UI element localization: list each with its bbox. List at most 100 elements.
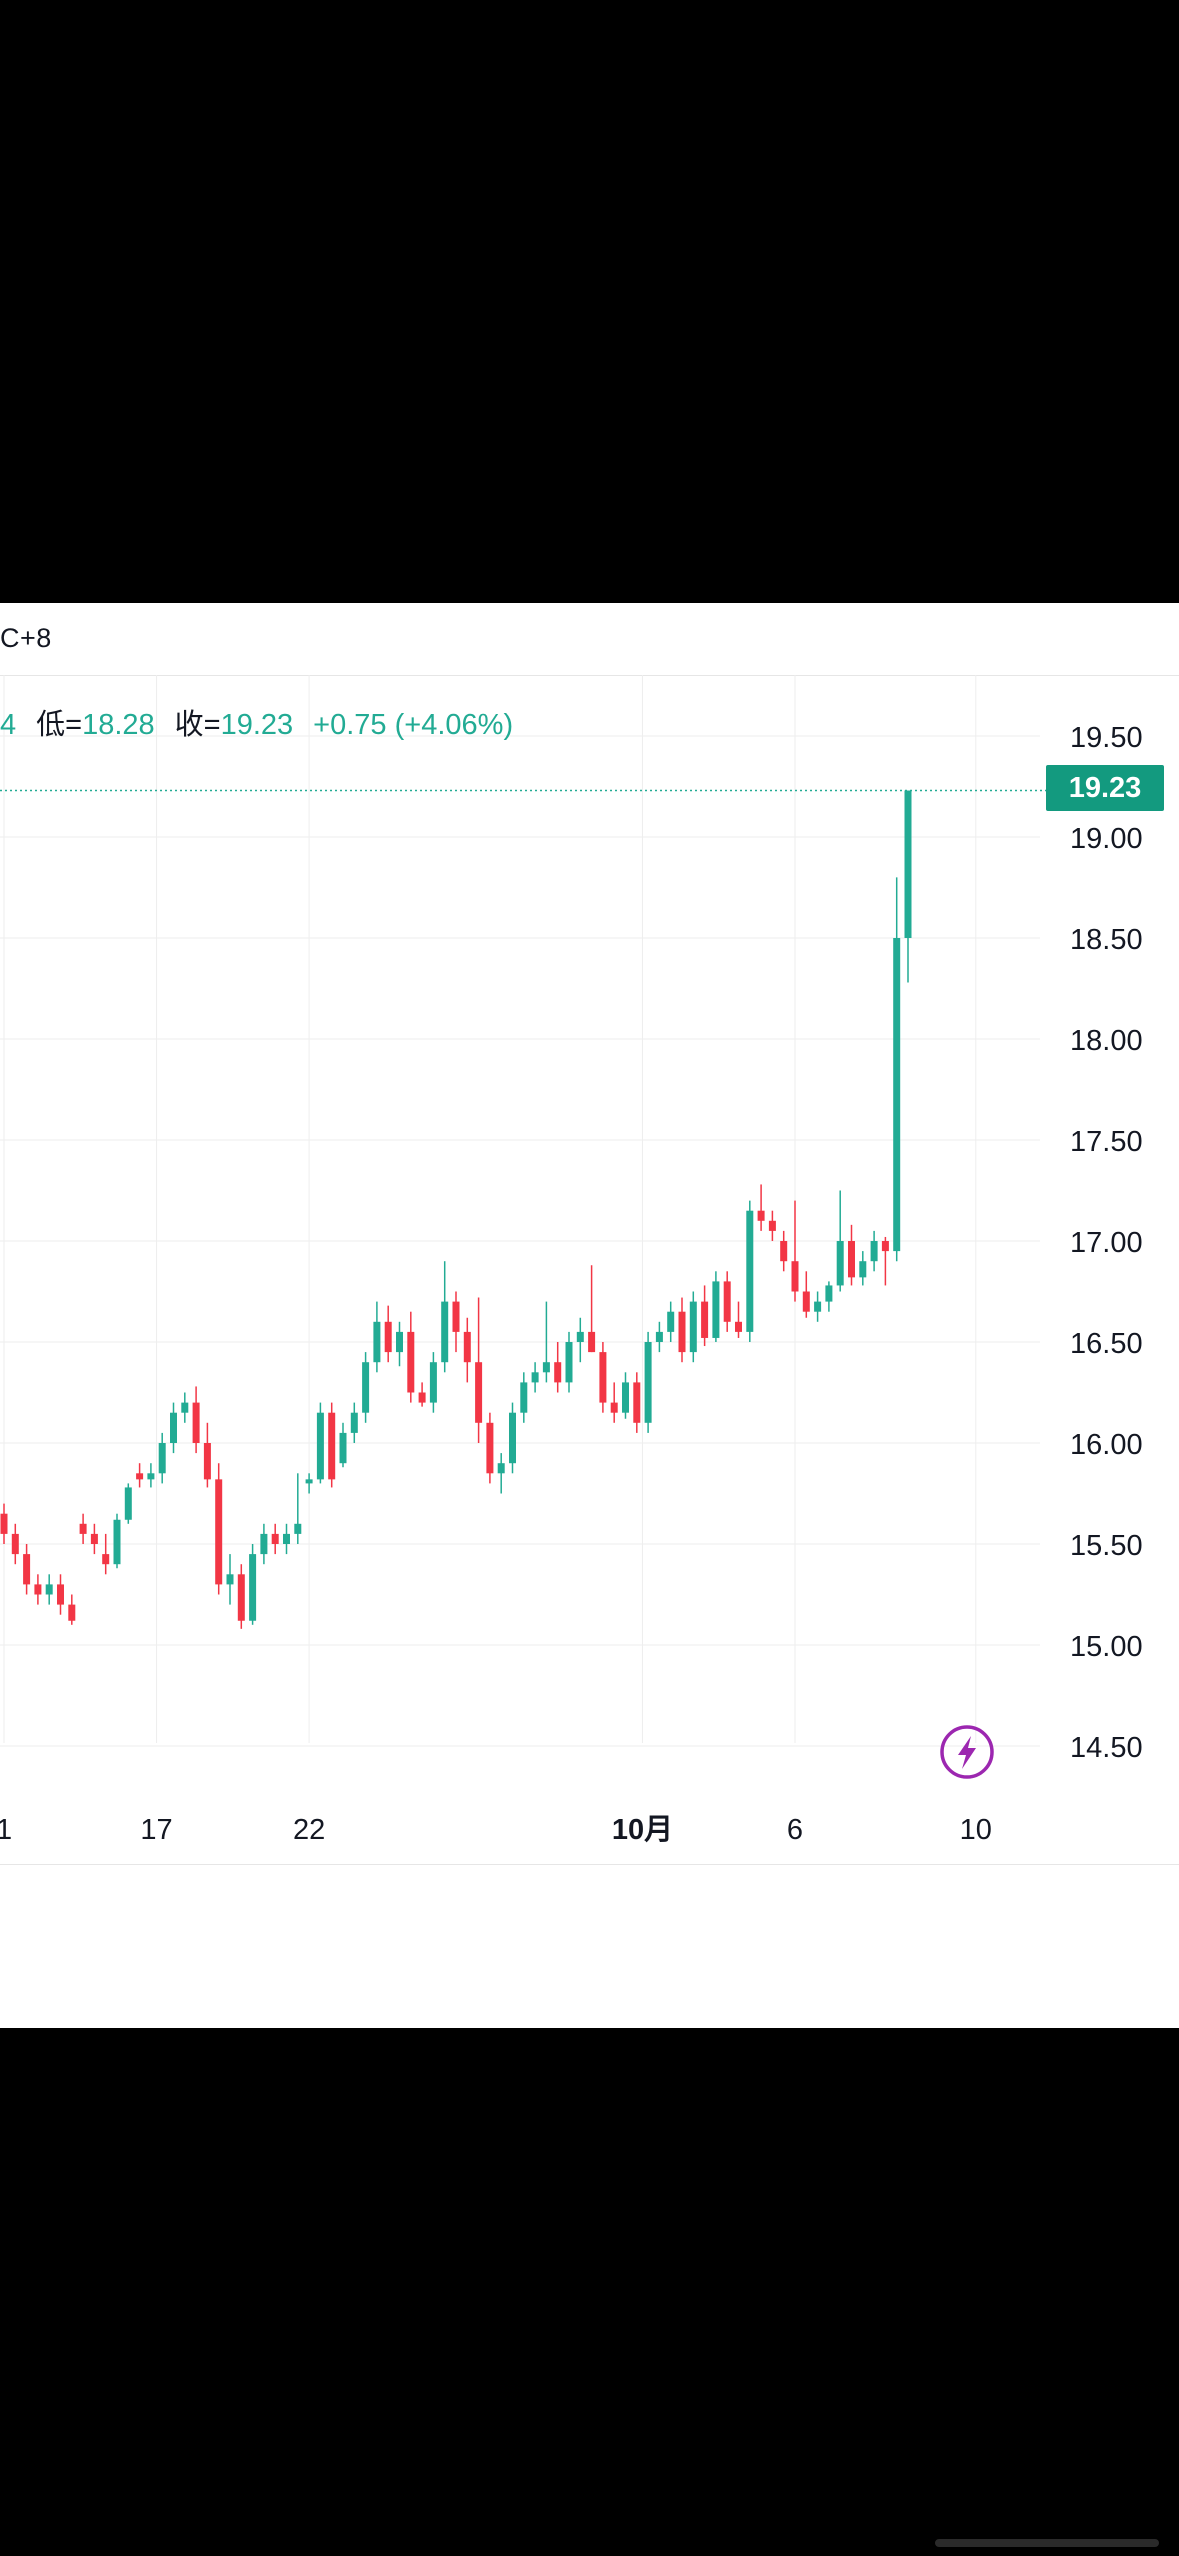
low-label: 低=: [36, 709, 83, 741]
candle-body: [689, 1301, 697, 1353]
candle-body: [45, 1584, 53, 1595]
candle-body: [735, 1321, 742, 1332]
candle-body: [848, 1241, 855, 1278]
y-tick-label: 18.00: [1070, 1025, 1143, 1057]
candle-body: [226, 1574, 234, 1585]
lightning-icon[interactable]: [940, 1725, 994, 1779]
candle-body: [0, 1513, 8, 1534]
candle-body: [667, 1311, 675, 1332]
y-tick-label: 15.00: [1070, 1631, 1143, 1663]
candle-body: [170, 1412, 177, 1443]
y-tick-label: 16.00: [1070, 1429, 1143, 1461]
candle-body: [701, 1301, 709, 1338]
candle-body: [780, 1241, 788, 1262]
y-tick-label: 14.50: [1070, 1732, 1143, 1764]
candle-body: [441, 1301, 449, 1363]
candle-body: [802, 1291, 810, 1312]
candle-body: [249, 1554, 257, 1621]
candle-body: [283, 1533, 290, 1544]
low-value: 18.28: [82, 709, 155, 741]
x-tick-label: 1: [0, 1814, 12, 1846]
x-tick-label: 10: [960, 1814, 992, 1846]
candle-body: [859, 1261, 867, 1278]
candle-body: [904, 790, 912, 938]
candle-body: [633, 1382, 641, 1423]
candle-body: [237, 1574, 245, 1621]
y-tick-label: 16.50: [1070, 1328, 1143, 1360]
candle-body: [881, 1241, 889, 1252]
candle-body: [339, 1432, 347, 1464]
candle-body: [328, 1412, 336, 1480]
candle-body: [893, 938, 901, 1252]
candle-body: [655, 1331, 663, 1342]
home-indicator: [935, 2539, 1159, 2547]
candle-body: [215, 1479, 223, 1585]
candle-body: [757, 1210, 765, 1221]
candle-body: [746, 1210, 754, 1332]
candle-body: [554, 1362, 562, 1383]
x-tick-label: 22: [293, 1814, 325, 1846]
chart-header: C+8: [0, 603, 1179, 676]
y-tick-label: 17.00: [1070, 1227, 1143, 1259]
x-tick-label: 6: [787, 1814, 803, 1846]
candle-body: [418, 1392, 426, 1403]
candle-body: [34, 1584, 42, 1595]
candle-body: [79, 1523, 87, 1534]
candle-body: [622, 1382, 629, 1413]
candle-body: [136, 1473, 144, 1480]
change-value: +0.75: [313, 709, 387, 741]
candle-body: [531, 1372, 539, 1383]
y-tick-label: 17.50: [1070, 1126, 1143, 1158]
candle-body: [203, 1443, 211, 1480]
candle-body: [644, 1342, 652, 1423]
y-tick-label: 19.00: [1070, 823, 1143, 855]
close-value: 19.23: [220, 709, 294, 741]
candle-body: [497, 1463, 505, 1474]
candle-body: [486, 1422, 494, 1474]
candle-body: [90, 1533, 98, 1544]
ohlc-prefix-fragment: 4: [0, 709, 17, 741]
time-axis-divider: [0, 1864, 1179, 1865]
candle-body: [463, 1331, 471, 1363]
candle-body: [836, 1241, 844, 1286]
y-tick-label: 19.50: [1070, 722, 1143, 754]
candle-body: [825, 1285, 833, 1302]
candle-body: [509, 1412, 516, 1464]
candle-body: [124, 1487, 132, 1520]
candle-body: [475, 1362, 483, 1423]
candle-body: [181, 1402, 189, 1413]
candle-body: [429, 1362, 437, 1403]
candle-body: [407, 1331, 415, 1393]
x-tick-label: 10月: [612, 1814, 673, 1846]
candle-body: [350, 1412, 358, 1433]
candle-body: [362, 1362, 370, 1413]
candle-body: [588, 1331, 596, 1353]
change-percent: (+4.06%): [394, 709, 514, 741]
x-tick-label: 17: [140, 1814, 172, 1846]
candle-body: [576, 1331, 584, 1342]
y-tick-label: 15.50: [1070, 1530, 1143, 1562]
candle-body: [712, 1281, 720, 1338]
candle-body: [113, 1519, 121, 1565]
candle-body: [520, 1382, 528, 1413]
candlestick-chart[interactable]: 19.50 19.00 18.50 18.00 17.50 17.00 16.50 16.00…: [0, 603, 1179, 1865]
candle-body: [68, 1604, 76, 1621]
candle-body: [260, 1533, 268, 1555]
timezone-label: C+8: [0, 623, 52, 653]
candle-body: [305, 1479, 313, 1484]
last-price-tag: 19.23: [1046, 765, 1164, 811]
chart-panel: C+8 19.50 19.00 18.50 18.00 17.50 17.00 16.50 1…: [0, 603, 1179, 2028]
candle-body: [316, 1412, 324, 1480]
ohlc-legend: 4 低=18.28 收=19.23 +0.75 (+4.06%): [0, 701, 513, 743]
candle-body: [610, 1402, 618, 1413]
candle-body: [723, 1281, 731, 1322]
candle-body: [599, 1352, 607, 1403]
candle-body: [542, 1362, 550, 1373]
candle-body: [147, 1473, 155, 1480]
candle-body: [678, 1311, 686, 1353]
candle-body: [271, 1533, 279, 1544]
candle-body: [452, 1301, 460, 1332]
candle-body: [11, 1533, 19, 1555]
candle-body: [384, 1321, 392, 1353]
close-label: 收=: [174, 709, 221, 741]
